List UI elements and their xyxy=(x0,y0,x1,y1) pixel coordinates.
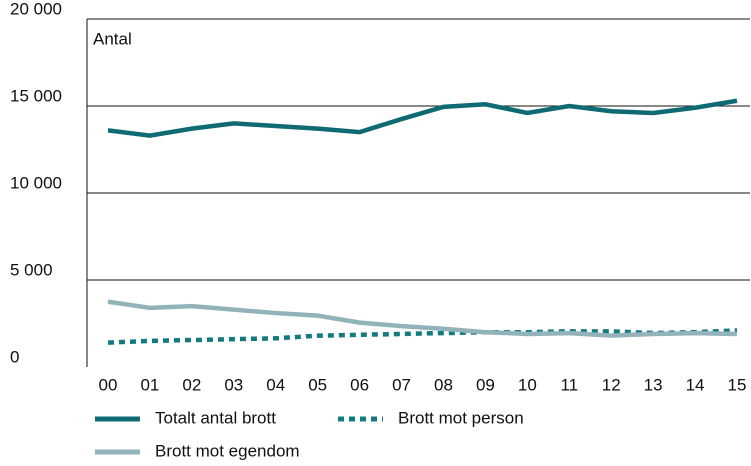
x-tick-label: 07 xyxy=(392,375,411,394)
x-tick-label: 05 xyxy=(308,375,327,394)
legend-label: Brott mot person xyxy=(398,408,524,427)
y-tick-label: 0 xyxy=(10,347,19,366)
x-tick-label: 06 xyxy=(350,375,369,394)
series-line xyxy=(107,328,738,345)
y-tick-label: 20 000 xyxy=(10,0,62,18)
x-tick-label: 08 xyxy=(434,375,453,394)
y-tick-label: 10 000 xyxy=(10,173,62,192)
x-tick-label: 03 xyxy=(224,375,243,394)
legend-label: Brott mot egendom xyxy=(155,441,300,460)
x-tick-label: 04 xyxy=(266,375,285,394)
x-tick-label: 15 xyxy=(728,375,747,394)
x-tick-label: 13 xyxy=(644,375,663,394)
y-axis-label: Antal xyxy=(93,29,132,48)
x-tick-label: 10 xyxy=(518,375,537,394)
series-line xyxy=(107,98,738,138)
x-tick-label: 09 xyxy=(476,375,495,394)
x-tick-label: 02 xyxy=(182,375,201,394)
x-tick-label: 01 xyxy=(140,375,159,394)
series-line xyxy=(107,299,738,338)
legend-label: Totalt antal brott xyxy=(155,408,276,427)
x-tick-label: 14 xyxy=(686,375,705,394)
y-tick-label: 5 000 xyxy=(10,260,53,279)
x-tick-label: 11 xyxy=(560,375,578,394)
x-tick-label: 00 xyxy=(99,375,118,394)
x-tick-label: 12 xyxy=(602,375,621,394)
y-tick-label: 15 000 xyxy=(10,86,62,105)
